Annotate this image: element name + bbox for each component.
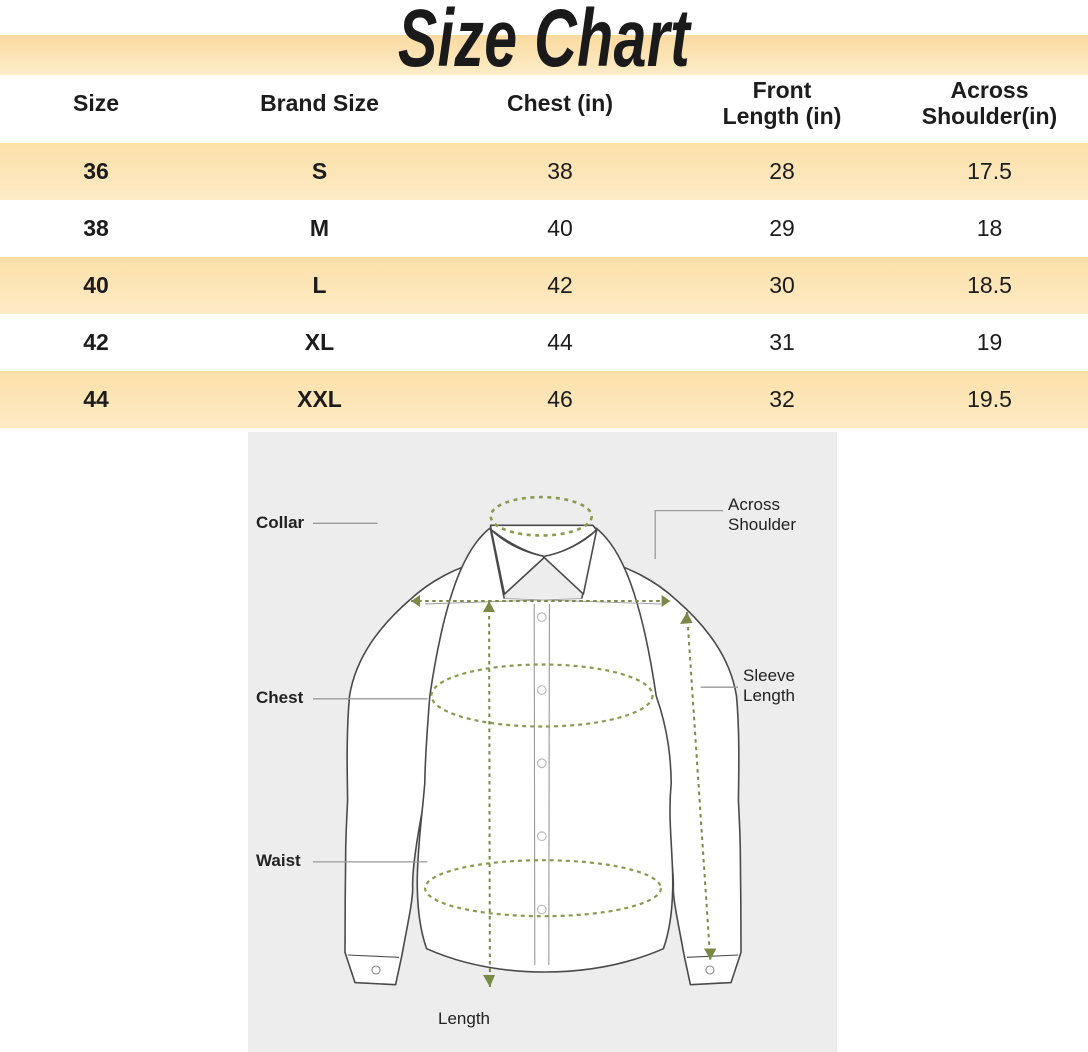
svg-text:Waist: Waist <box>256 851 301 870</box>
svg-text:Shoulder: Shoulder <box>728 515 796 534</box>
svg-text:Across: Across <box>728 495 780 514</box>
svg-text:Sleeve: Sleeve <box>743 666 795 685</box>
svg-text:Length: Length <box>743 686 795 705</box>
svg-text:Chest: Chest <box>256 688 304 707</box>
svg-text:Length: Length <box>438 1009 490 1028</box>
svg-text:Collar: Collar <box>256 513 305 532</box>
